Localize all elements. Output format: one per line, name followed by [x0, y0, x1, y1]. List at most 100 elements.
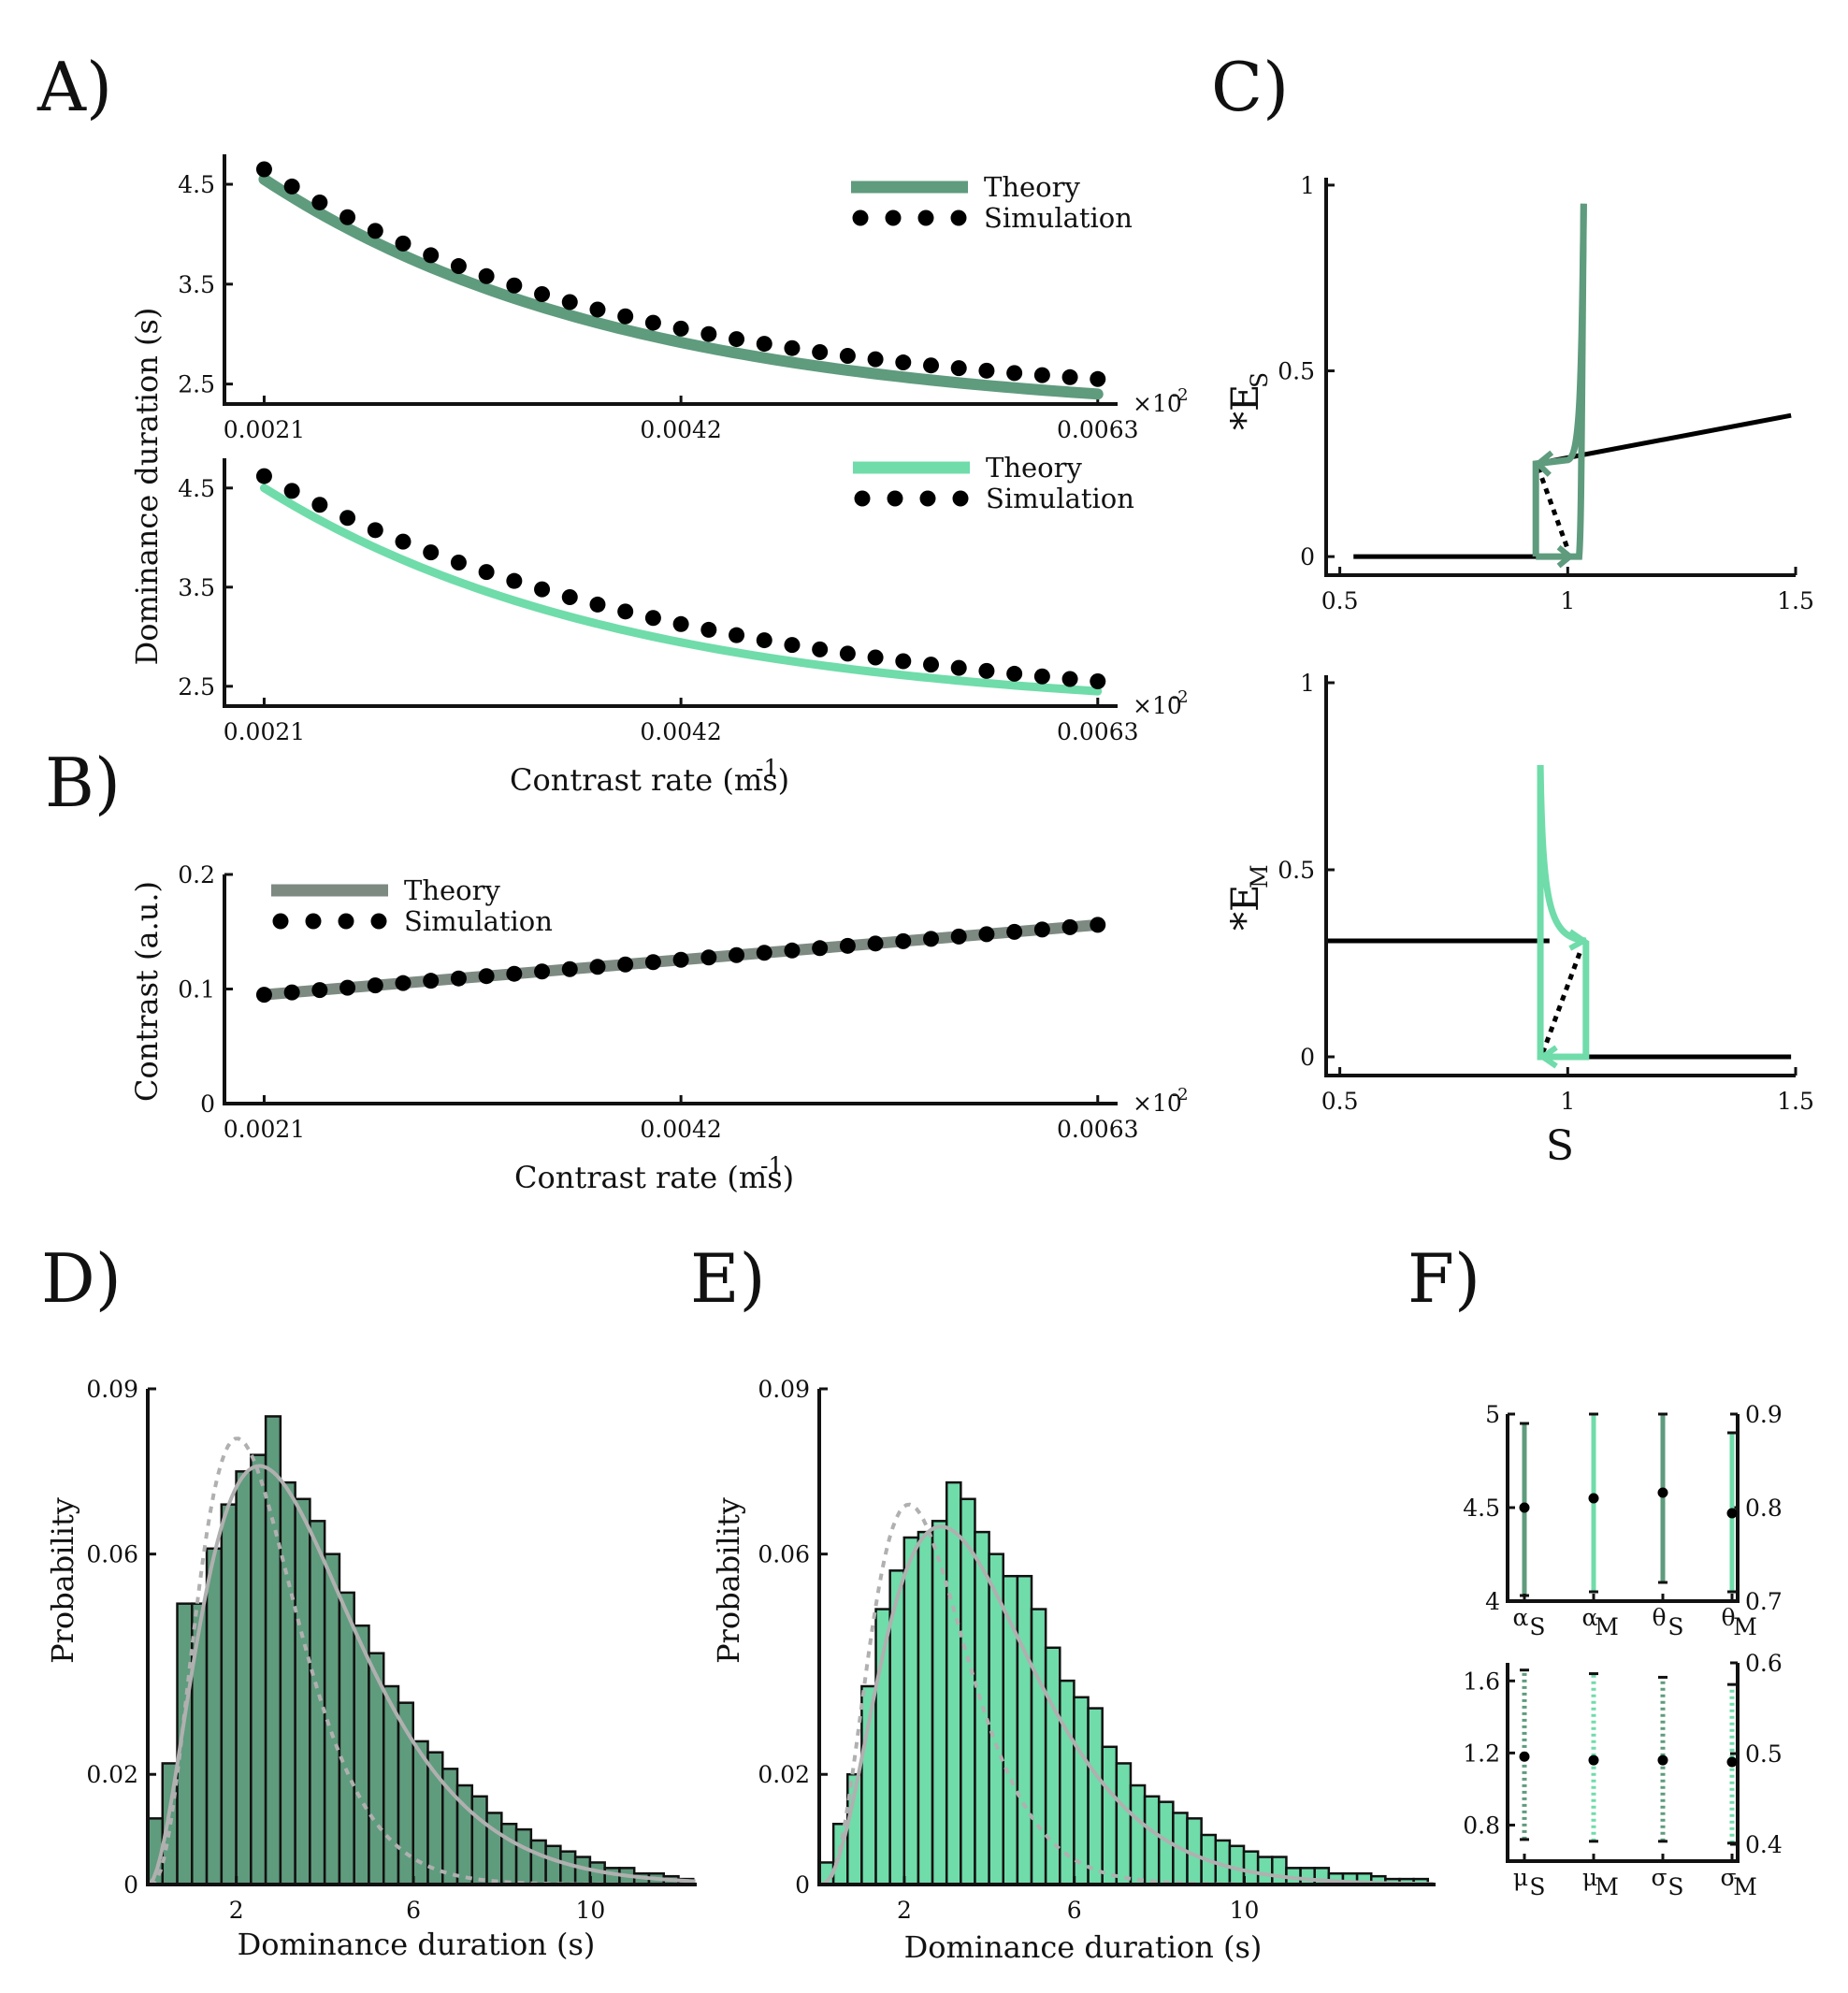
A1-plot: 0.0021 0.0042 0.0063 2.5 3.5 4.5 ×10-2 TheorySi…	[178, 161, 1189, 443]
F1-ytick-right-label: 0.8	[1745, 1495, 1783, 1522]
B-simulation-point	[978, 926, 995, 943]
F2-xtick-sub: M	[1733, 1873, 1757, 1900]
A1-simulation-point	[950, 360, 967, 377]
B-simulation-point	[729, 946, 745, 963]
B-simulation-point	[478, 968, 495, 985]
E-bar	[1242, 1850, 1260, 1886]
B-xtick-label: 0.0063	[1057, 1116, 1138, 1143]
E-ytick-label: 0.02	[758, 1761, 810, 1788]
A1-ytick-label: 3.5	[178, 271, 215, 298]
A1-xtick-label: 0.0063	[1057, 416, 1138, 443]
A2-simulation-point	[534, 581, 551, 598]
C2-ytick-label: 0.5	[1278, 857, 1315, 884]
A1-simulation-point	[867, 351, 884, 368]
F1-estimate-point	[1588, 1493, 1599, 1504]
C1-trajectory-up	[1532, 203, 1587, 557]
B-ytick-label: 0.1	[178, 976, 215, 1004]
A2-legend-sim-dot	[952, 490, 969, 507]
A2-simulation-point	[839, 645, 856, 662]
F1-xtick-label: θ	[1652, 1604, 1666, 1631]
D-bar	[309, 1520, 326, 1886]
E-bar	[945, 1480, 962, 1886]
A2-x-exponent: -2	[1172, 687, 1189, 707]
E-bar	[931, 1520, 948, 1886]
F2-xtick-sub: S	[1529, 1873, 1545, 1900]
A1-simulation-point	[423, 247, 440, 264]
E-bar	[1299, 1867, 1316, 1886]
B-ytick-label: 0	[200, 1090, 215, 1118]
A2-simulation-point	[506, 572, 523, 589]
F2-ytick-left-label: 1.6	[1463, 1668, 1500, 1695]
D-bar	[338, 1591, 355, 1886]
A1-simulation-point	[756, 336, 772, 353]
A1-x-exponent: -2	[1172, 385, 1189, 405]
A1-simulation-point	[617, 308, 634, 325]
E-bar	[1016, 1574, 1033, 1886]
A1-simulation-point	[895, 354, 912, 371]
F1-ytick-left-label: 4.5	[1463, 1495, 1500, 1522]
F1-ytick-left-label: 4	[1485, 1588, 1500, 1615]
A1-simulation-point	[1061, 368, 1078, 385]
b-xlabel-exp: -1	[760, 1152, 783, 1179]
a2-xlabel-text: Contrast rate (ms)	[510, 762, 789, 798]
F1-ytick-right-label: 0.7	[1745, 1588, 1783, 1615]
E-axes	[817, 1389, 1436, 1886]
A2-simulation-point	[283, 483, 300, 499]
D-bar	[264, 1415, 282, 1886]
A1-legend-sim-dot	[917, 209, 934, 226]
C2-ytick-label: 0	[1300, 1044, 1315, 1071]
D-axes	[146, 1389, 697, 1886]
F2-xtick-label: σ	[1651, 1864, 1667, 1891]
b-xlabel: Contrast rate (ms) -1	[514, 1152, 794, 1195]
D-ytick-label: 0	[123, 1871, 138, 1899]
A2-simulation-point	[784, 637, 801, 654]
A2-simulation-point	[311, 497, 328, 513]
B-simulation-point	[367, 977, 383, 994]
panel-label-c: C)	[1211, 48, 1289, 126]
A2-simulation-point	[395, 533, 411, 550]
A2-simulation-point	[423, 544, 440, 561]
E-bar	[1228, 1844, 1246, 1886]
A1-simulation-point	[534, 285, 551, 302]
A2-simulation-point	[478, 564, 495, 581]
C2-xtick-label: 1.5	[1777, 1088, 1814, 1115]
B-legend-sim-dot	[272, 913, 289, 930]
A1-simulation-point	[812, 343, 829, 360]
E-fit-solid	[820, 1524, 1434, 1886]
A2-simulation-point	[756, 632, 772, 649]
B-simulation-point	[867, 935, 884, 952]
F2-ytick-right-label: 0.5	[1745, 1740, 1783, 1768]
panel-label-b: B)	[45, 744, 121, 822]
A1-xtick-label: 0.0042	[640, 416, 721, 443]
C1-axes	[1324, 178, 1796, 577]
b-ylabel: Contrast (a.u.)	[129, 881, 165, 1102]
A2-simulation-point	[923, 657, 940, 673]
A2-ytick-label: 3.5	[178, 574, 215, 601]
A2-simulation-point	[950, 659, 967, 676]
A2-x-multiplier: ×10	[1133, 692, 1182, 719]
e-xlabel: Dominance duration (s)	[904, 1929, 1263, 1965]
D-ytick-label: 0.06	[86, 1541, 138, 1568]
A1-simulation-point	[839, 347, 856, 364]
A1-simulation-point	[923, 357, 940, 374]
A2-ytick-label: 2.5	[178, 673, 215, 700]
a2-xlabel-exp: -1	[756, 755, 778, 782]
F1-xtick-sub: S	[1529, 1613, 1545, 1640]
C2-arrow-left	[1538, 1045, 1558, 1069]
E-bar	[1143, 1795, 1161, 1886]
F1-estimate-point	[1726, 1508, 1738, 1519]
A2-simulation-point	[1006, 665, 1023, 682]
A1-simulation-point	[784, 339, 801, 356]
chart-layer: 0.0021 0.0042 0.00632.53.54.5×10-2TheorySi…	[86, 154, 1814, 1924]
A2-theory-line	[259, 484, 1103, 696]
F2-estimate-point	[1588, 1755, 1599, 1766]
A1-xtick-label: 0.0021	[224, 416, 305, 443]
A1-simulation-point	[478, 267, 495, 284]
F2-estimate-point	[1657, 1755, 1668, 1766]
A2-ytick-label: 4.5	[178, 475, 215, 502]
A2-simulation-point	[339, 510, 356, 527]
F1-estimate-point	[1519, 1502, 1530, 1513]
A2-simulation-point	[561, 589, 578, 606]
